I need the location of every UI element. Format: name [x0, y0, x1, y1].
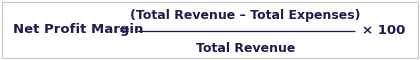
Text: Net Profit Margin: Net Profit Margin	[13, 24, 143, 36]
Text: =: =	[118, 24, 129, 36]
Text: × 100: × 100	[362, 24, 405, 36]
FancyBboxPatch shape	[2, 2, 418, 58]
Text: Total Revenue: Total Revenue	[196, 42, 295, 54]
Text: (Total Revenue – Total Expenses): (Total Revenue – Total Expenses)	[131, 9, 361, 22]
